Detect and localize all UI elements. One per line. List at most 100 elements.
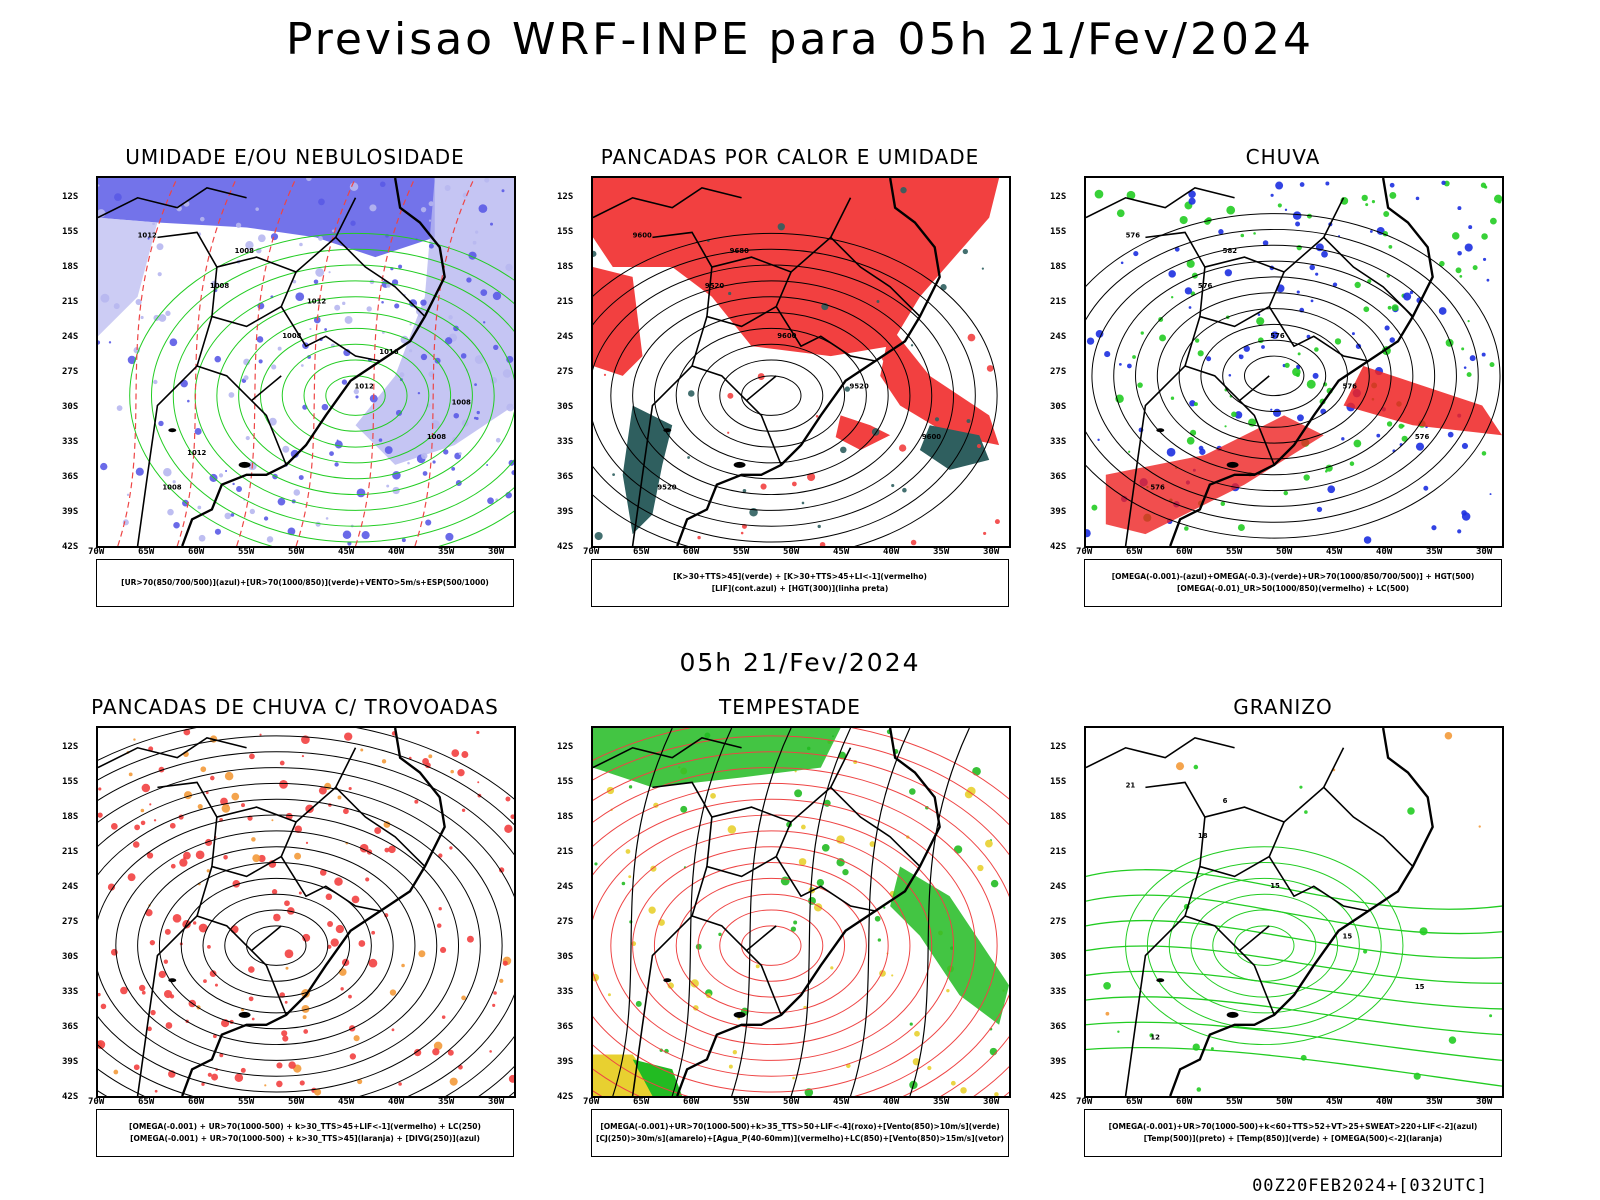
lat-tick-label: 30S — [557, 402, 574, 412]
map-svg — [593, 728, 1009, 1096]
contour-label: 15 — [1415, 983, 1425, 991]
valid-time-title: 05h 21/Fev/2024 — [679, 648, 921, 677]
lon-tick-label: 70W — [583, 1097, 600, 1107]
contour-label: 9680 — [730, 247, 749, 255]
lat-tick-label: 30S — [1050, 402, 1067, 412]
lat-tick-label: 30S — [557, 952, 574, 962]
contour-label: 15 — [1270, 882, 1280, 890]
lon-tick-label: 55W — [1226, 547, 1243, 557]
lon-tick-label: 40W — [883, 1097, 900, 1107]
contour-label: 576 — [1198, 282, 1213, 290]
lon-tick-label: 55W — [1226, 1097, 1243, 1107]
lat-tick-label: 33S — [557, 437, 574, 447]
lat-tick-label: 21S — [557, 847, 574, 857]
contour-label: 18 — [1198, 832, 1208, 840]
contour-label: 21 — [1126, 781, 1136, 789]
lat-tick-label: 27S — [557, 367, 574, 377]
panel-title: PANCADAS DE CHUVA C/ TROVOADAS — [91, 695, 499, 719]
lat-tick-label: 30S — [62, 402, 79, 412]
contour-label: 576 — [1343, 383, 1358, 391]
lat-tick-label: 24S — [62, 882, 79, 892]
legend-text: [OMEGA(-0.001) + UR>70(1000-500) + k>30_… — [130, 1134, 480, 1143]
lat-tick-label: 42S — [557, 1092, 574, 1102]
lat-tick-label: 24S — [1050, 332, 1067, 342]
lat-tick-label: 24S — [1050, 882, 1067, 892]
lon-tick-label: 45W — [338, 547, 355, 557]
lat-tick-label: 42S — [62, 1092, 79, 1102]
panel-title: GRANIZO — [1233, 695, 1333, 719]
lat-tick-label: 39S — [1050, 507, 1067, 517]
legend-text: [LIF](cont.azul) + [HGT(300)](linha pret… — [711, 584, 889, 593]
map-frame: 1012 1008 1008 1012 1008 1008 1008 1012 1016 1008… — [96, 176, 516, 548]
contour-label: 6 — [1223, 797, 1228, 805]
panel-pancadas-calor: PANCADAS POR CALOR E UMIDADE 12S 15S 18S 21S… — [555, 145, 1025, 635]
lat-tick-label: 39S — [557, 507, 574, 517]
legend-text: [OMEGA(-0.001)+UR>70(1000-500)+k<60+TTS>… — [1108, 1122, 1478, 1131]
lat-tick-label: 18S — [1050, 262, 1067, 272]
lon-tick-label: 70W — [88, 547, 105, 557]
map-frame: 9600 9520 9600 9520 9600 9520 9680 — [591, 176, 1011, 548]
legend-text: [OMEGA(-0.01)_UR>50(1000/850)(vermelho) … — [1176, 584, 1410, 593]
map-frame — [96, 726, 516, 1098]
legend-box: [OMEGA(-0.001)+UR>70(1000-500)+k<60+TTS>… — [1084, 1109, 1502, 1157]
lon-tick-label: 65W — [1126, 547, 1143, 557]
panel-granizo: GRANIZO 12S 15S 18S 21S 24S 27S 30S 33S 36S 39S 42S… — [1048, 695, 1518, 1185]
lat-tick-label: 12S — [62, 742, 79, 752]
contour-label: 9600 — [633, 231, 652, 239]
panel-title: UMIDADE E/OU NEBULOSIDADE — [125, 145, 465, 169]
map-frame: 576 576 576 576 576 576 582 — [1084, 176, 1504, 548]
lat-tick-label: 30S — [1050, 952, 1067, 962]
legend-text: [Temp(500)](preto) + [Temp(850)](verde) … — [1143, 1134, 1443, 1143]
map-frame — [591, 726, 1011, 1098]
lon-tick-label: 55W — [238, 547, 255, 557]
lat-tick-label: 21S — [1050, 847, 1067, 857]
lon-tick-label: 70W — [1076, 547, 1093, 557]
legend-text: [OMEGA(-0.001)+UR>70(1000-500)+k>35_TTS>… — [600, 1122, 1000, 1131]
lon-tick-label: 65W — [138, 547, 155, 557]
lon-tick-label: 50W — [288, 1097, 305, 1107]
contour-label: 9600 — [777, 332, 796, 340]
legend-box: [K>30+TTS>45](verde) + [K>30+TTS>45+LI<-… — [591, 559, 1009, 607]
map-svg: 1012 1008 1008 1012 1008 1008 1008 1012 1016 1008… — [98, 178, 514, 546]
lon-tick-label: 40W — [883, 547, 900, 557]
lon-tick-label: 70W — [88, 1097, 105, 1107]
lat-tick-label: 12S — [1050, 192, 1067, 202]
lon-tick-label: 50W — [1276, 547, 1293, 557]
lat-tick-label: 27S — [62, 367, 79, 377]
lon-tick-label: 50W — [1276, 1097, 1293, 1107]
lat-tick-label: 15S — [557, 777, 574, 787]
contour-label: 1008 — [282, 332, 301, 340]
lon-tick-label: 55W — [238, 1097, 255, 1107]
lon-tick-label: 35W — [1426, 547, 1443, 557]
contour-label: 1012 — [307, 298, 326, 306]
lat-tick-label: 24S — [557, 332, 574, 342]
lon-tick-label: 45W — [1326, 1097, 1343, 1107]
lon-tick-label: 60W — [683, 1097, 700, 1107]
lon-tick-label: 45W — [1326, 547, 1343, 557]
lat-tick-label: 18S — [62, 812, 79, 822]
contour-label: 1012 — [138, 231, 157, 239]
lat-tick-label: 27S — [557, 917, 574, 927]
lat-tick-label: 18S — [557, 812, 574, 822]
lon-tick-label: 65W — [1126, 1097, 1143, 1107]
lat-tick-label: 30S — [62, 952, 79, 962]
lat-tick-label: 12S — [557, 742, 574, 752]
panel-title: TEMPESTADE — [719, 695, 861, 719]
legend-text: [OMEGA(-0.001)-(azul)+OMEGA(-0.3)-(verde… — [1111, 572, 1475, 581]
contour-label: 1008 — [210, 282, 229, 290]
lat-tick-label: 15S — [62, 777, 79, 787]
contour-label: 9520 — [657, 484, 676, 492]
lon-tick-label: 30W — [983, 547, 1000, 557]
contour-label: 1008 — [452, 399, 471, 407]
lat-tick-label: 39S — [62, 507, 79, 517]
contour-label: 12 — [1150, 1034, 1160, 1042]
lat-tick-label: 42S — [557, 542, 574, 552]
lon-tick-label: 35W — [933, 1097, 950, 1107]
panel-pancadas-trovoadas: PANCADAS DE CHUVA C/ TROVOADAS 12S 15S 18S 2… — [60, 695, 530, 1185]
lat-tick-label: 27S — [62, 917, 79, 927]
lon-tick-label: 35W — [933, 547, 950, 557]
lat-tick-label: 12S — [557, 192, 574, 202]
lat-tick-label: 36S — [1050, 472, 1067, 482]
lon-tick-label: 45W — [833, 1097, 850, 1107]
lon-tick-label: 35W — [438, 1097, 455, 1107]
